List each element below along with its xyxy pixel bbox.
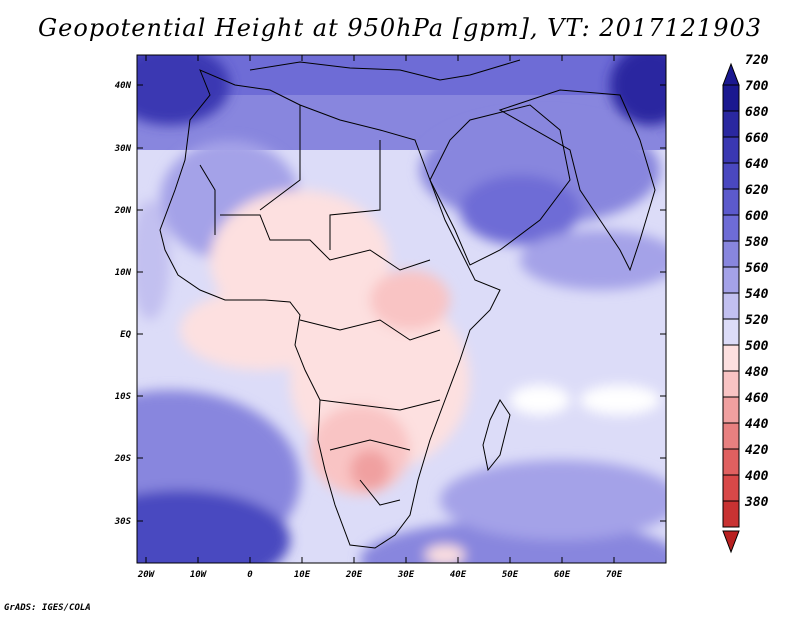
lat-label-30s: 30S (114, 517, 132, 527)
colorbar-swatch-440 (722, 448, 740, 476)
colorbar-label-560: 560 (745, 261, 769, 276)
lon-label-50e: 50E (502, 570, 519, 580)
colorbar-swatch-420 (722, 474, 740, 502)
colorbar-swatch-620 (722, 214, 740, 242)
lon-label-10w: 10W (190, 570, 208, 580)
colorbar-swatch-480 (722, 396, 740, 424)
colorbar-label-680: 680 (745, 105, 769, 120)
lon-label-0: 0 (247, 570, 253, 580)
colorbar-label-540: 540 (745, 287, 769, 302)
grads-credit: GrADS: IGES/COLA (4, 603, 91, 613)
colorbar: 720 700 680 660 640 620 600 580 560 540 520 500 480 4… (722, 53, 769, 554)
lat-ticks (137, 84, 666, 522)
lon-label-40e: 40E (450, 570, 467, 580)
colorbar-label-720: 720 (745, 53, 769, 68)
colorbar-label-480: 480 (745, 365, 769, 380)
colorbar-label-700: 700 (745, 79, 769, 94)
colorbar-swatch-560 (722, 292, 740, 320)
colorbar-label-660: 660 (745, 131, 769, 146)
colorbar-label-380: 380 (744, 495, 769, 510)
lon-ticks (145, 55, 615, 563)
lon-label-20e: 20E (345, 570, 363, 580)
colorbar-bottom-arrow (722, 530, 740, 554)
colorbar-label-600: 600 (745, 209, 769, 224)
lon-label-10e: 10E (294, 570, 311, 580)
colorbar-label-620: 620 (745, 183, 769, 198)
lat-labels: 40N 30N 20N 10N EQ 10S 20S 30S (114, 81, 132, 527)
colorbar-label-420: 420 (745, 443, 769, 458)
colorbar-label-640: 640 (745, 157, 769, 172)
colorbar-swatches (722, 84, 740, 528)
colorbar-swatch-600 (722, 240, 740, 268)
colorbar-label-440: 440 (745, 417, 769, 432)
lon-label-30e: 30E (397, 570, 415, 580)
colorbar-label-460: 460 (745, 391, 769, 406)
colorbar-label-500: 500 (745, 339, 769, 354)
lat-label-eq: EQ (120, 330, 131, 340)
colorbar-swatch-680 (722, 136, 740, 164)
lat-label-10s: 10S (115, 392, 132, 402)
colorbar-label-400: 400 (745, 469, 769, 484)
colorbar-swatch-580 (722, 266, 740, 294)
colorbar-label-580: 580 (745, 235, 769, 250)
map-frame (136, 54, 667, 564)
lat-label-20s: 20S (114, 454, 132, 464)
lat-label-20n: 20N (114, 206, 132, 216)
colorbar-swatch-520 (722, 344, 740, 372)
colorbar-label-520: 520 (745, 313, 769, 328)
colorbar-labels: 720 700 680 660 640 620 600 580 560 540 520 500 480 4… (744, 53, 769, 510)
colorbar-swatch-660 (722, 162, 740, 190)
colorbar-top-arrow (722, 62, 740, 86)
colorbar-swatch-640 (722, 188, 740, 216)
lon-label-20w: 20W (137, 570, 156, 580)
lat-label-40n: 40N (115, 81, 132, 91)
lat-label-10n: 10N (115, 268, 132, 278)
lat-label-30n: 30N (114, 144, 132, 154)
lon-labels: 20W 10W 0 10E 20E 30E 40E 50E 60E 70E (137, 570, 623, 580)
coastlines (159, 59, 656, 549)
lon-label-60e: 60E (554, 570, 571, 580)
colorbar-swatch-460 (722, 422, 740, 450)
colorbar-swatch-720 (722, 84, 740, 112)
map-title: Geopotential Height at 950hPa [gpm], VT:… (38, 14, 762, 42)
colorbar-swatch-700 (722, 110, 740, 138)
colorbar-swatch-400 (722, 500, 740, 528)
colorbar-swatch-540 (722, 318, 740, 346)
colorbar-swatch-500 (722, 370, 740, 398)
lon-label-70e: 70E (606, 570, 623, 580)
map-figure: 40N 30N 20N 10N EQ 10S 20S 30S 20W 10W 0… (114, 53, 769, 580)
